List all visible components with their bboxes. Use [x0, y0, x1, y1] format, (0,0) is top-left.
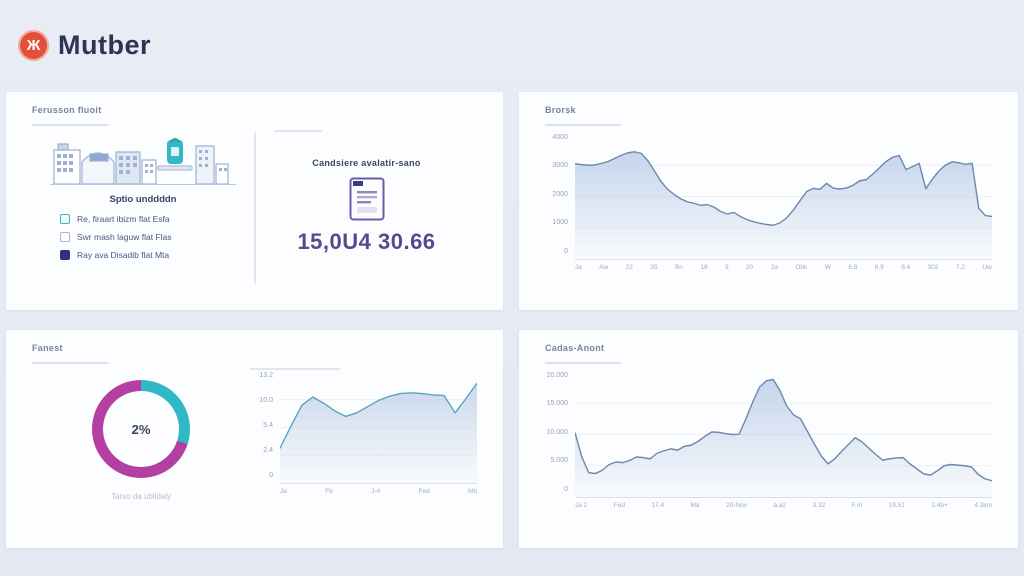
dashboard-grid: Ferusson fluoit [0, 92, 1024, 548]
checklist-item[interactable]: Ray ava Disadib flat Mta [60, 250, 254, 260]
brand-name: Mutber [58, 30, 151, 60]
donut-chart: 2% [92, 380, 190, 478]
donut-hole: 2% [103, 391, 179, 467]
title-divider [545, 362, 621, 364]
illustration-caption: Sptio unddddn [109, 194, 177, 205]
checklist-item[interactable]: Re, firaart ibizm flat Esfa [60, 214, 254, 224]
section-divider [274, 130, 322, 132]
brorsk-chart: 4000 3000 2000 1000 0 Ja Aw 22 35 Bn 18 9 20 2a Obk W 6… [545, 134, 992, 272]
x-axis-labels: Ja Fb J-4 Fed Mb [280, 488, 477, 495]
brand-logo-icon: Ж [18, 30, 49, 61]
title-divider [32, 124, 108, 126]
checklist-item-label: Ray ava Disadib flat Mta [77, 250, 170, 260]
checkbox-empty-icon[interactable] [60, 232, 70, 242]
spots-card: Ferusson fluoit [6, 92, 503, 310]
checkbox-checked-icon[interactable] [60, 250, 70, 260]
brorsk-card: Brorsk 4000 3000 2000 1000 0 Ja Aw 22 35 Bn 18 9 20… [519, 92, 1018, 310]
metric-value: 15,0U4 30.66 [297, 229, 436, 254]
fanest-card-title: Fanest [32, 343, 63, 353]
donut-caption: Tarso da ublidaly [110, 492, 172, 501]
y-axis-labels: 13.2 10.0 5.4 2.4 0 [259, 372, 273, 479]
brorsk-card-title: Brorsk [545, 105, 576, 115]
x-axis-labels: Ja Aw 22 35 Bn 18 9 20 2a Obk W 6.8 6.9 8.4 302 7.2 Uw [575, 264, 992, 271]
brand-logo[interactable]: Ж Mutber [18, 30, 151, 61]
title-divider [545, 124, 621, 126]
spots-checklist: Re, firaart ibizm flat Esfa Swr mash lag… [32, 214, 254, 268]
donut-percent-label: 2% [131, 421, 151, 437]
spots-card-title: Ferusson fluoit [32, 105, 102, 115]
spots-right-column: Candsiere avalatir-sano 15,0U4 30.66 [256, 130, 477, 290]
line-chart-plot [280, 372, 477, 484]
area-chart-plot [575, 372, 992, 498]
donut-column: 2% Tarso da ublidaly [32, 366, 250, 501]
checklist-item-label: Re, firaart ibizm flat Esfa [77, 214, 170, 224]
metric-caption: Candsiere avalatir-sano [312, 158, 421, 168]
checklist-item-label: Swr mash laguw flat Flas [77, 232, 172, 242]
fanest-card: Fanest 2% Tarso da ublidaly 13.2 10.0 5.4 2… [6, 330, 503, 548]
certificate-icon [349, 177, 384, 221]
cadas-card-title: Cadas-Anont [545, 343, 605, 353]
spots-left-column: Sptio unddddn Re, firaart ibizm flat Esf… [32, 130, 254, 290]
x-axis-labels: Ja 2 Fed 17.4 Ma 20-Nov a.a2 3.32 F.m 19.51 3.4b+… [575, 502, 992, 509]
checkbox-teal-icon[interactable] [60, 214, 70, 224]
section-divider [250, 368, 340, 370]
checklist-item[interactable]: Swr mash laguw flat Flas [60, 232, 254, 242]
title-divider [32, 362, 108, 364]
cadas-chart: 20.000 15.000 10.000 5.000 0 Ja 2 Fed 17.4 Ma 20… [545, 372, 992, 510]
cadas-card: Cadas-Anont 20.000 15.000 10.000 5.000 0 Ja … [519, 330, 1018, 548]
city-skyline-illustration [50, 138, 236, 185]
logo-glyph: Ж [26, 37, 41, 54]
vertical-divider [254, 132, 256, 284]
y-axis-labels: 4000 3000 2000 1000 0 [552, 134, 568, 255]
trend-column: 13.2 10.0 5.4 2.4 0 Ja Fb J-4 Fed Mb [250, 366, 477, 501]
fanest-trend-chart: 13.2 10.0 5.4 2.4 0 Ja Fb J-4 Fed Mb [250, 372, 477, 496]
area-chart-plot [575, 134, 992, 260]
app-header: Ж Mutber [0, 0, 1024, 92]
y-axis-labels: 20.000 15.000 10.000 5.000 0 [546, 372, 568, 493]
teal-bag-icon [157, 138, 193, 171]
